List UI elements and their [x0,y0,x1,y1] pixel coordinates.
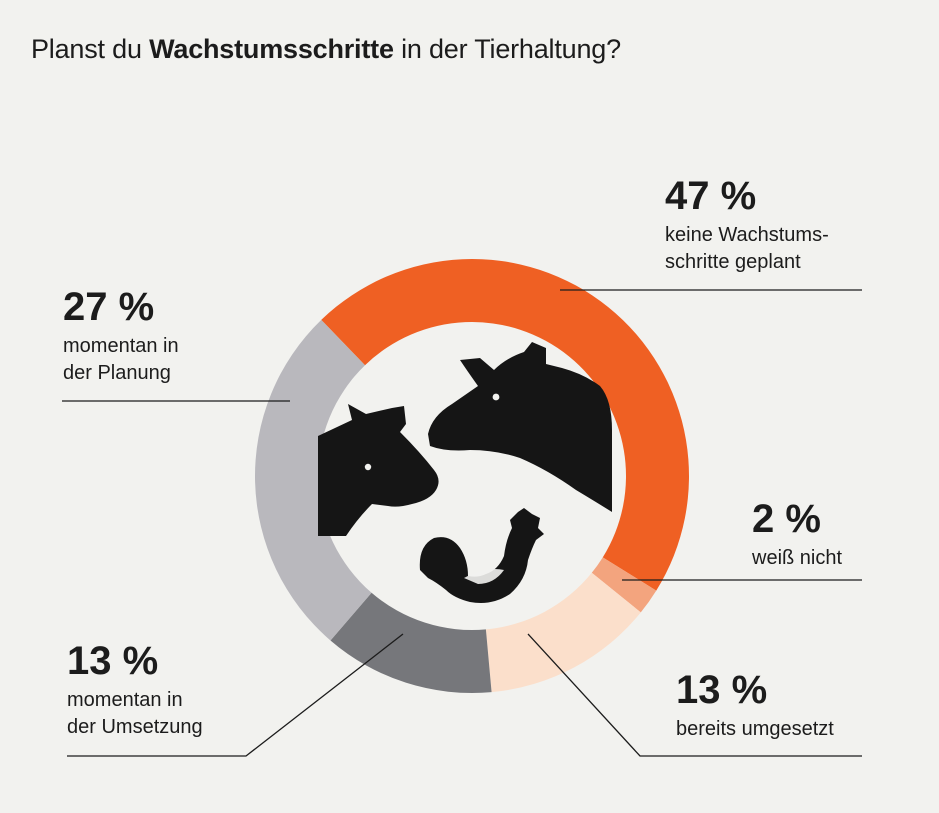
title-suffix: in der Tierhaltung? [401,34,621,64]
label-text-2: weiß nicht [752,545,842,572]
chart-title: Planst du Wachstumsschritte in der Tierh… [31,34,621,65]
label-line-5-2: der Planung [63,362,171,384]
slice-3 [485,572,641,693]
label-line-5-1: momentan in [63,335,179,357]
label-text-3: bereits umgesetzt [676,716,834,743]
cow-icon [428,342,612,512]
label-value-3: 13 % [676,668,768,712]
label-line-4-1: momentan in [67,689,183,711]
pig-icon [318,404,439,536]
label-1: 47 % keine Wachstums-schritte geplant [665,176,829,276]
label-line-1-1: keine Wachstums- [665,224,829,246]
label-line-4-2: der Umsetzung [67,716,203,738]
slice-1 [321,258,689,591]
label-value-1: 47 % [665,174,757,218]
label-text-1: keine Wachstums-schritte geplant [665,222,829,276]
label-line-1-2: schritte geplant [665,251,801,273]
label-line-3-1: bereits umgesetzt [676,718,834,740]
label-value-2: 2 % [752,497,821,541]
label-text-5: momentan in der Planung [63,333,179,387]
title-bold: Wachstumsschritte [149,34,394,64]
label-text-4: momentan in der Umsetzung [67,687,203,741]
label-4: 13 % momentan in der Umsetzung [67,641,203,741]
slice-2 [591,557,657,613]
slice-5 [254,319,372,641]
slice-4 [330,592,492,693]
leader-line-4 [67,633,404,757]
label-2: 2 % weiß nicht [752,499,842,572]
label-5: 27 % momentan in der Planung [63,287,179,387]
leader-lines [62,289,862,757]
label-value-5: 27 % [63,285,155,329]
label-line-2-1: weiß nicht [752,547,843,569]
label-value-4: 13 % [67,639,159,683]
rooster-icon [419,508,544,603]
donut-slices [254,258,689,693]
title-prefix: Planst du [31,34,142,64]
label-3: 13 % bereits umgesetzt [676,670,834,743]
leader-line-3 [527,633,862,757]
